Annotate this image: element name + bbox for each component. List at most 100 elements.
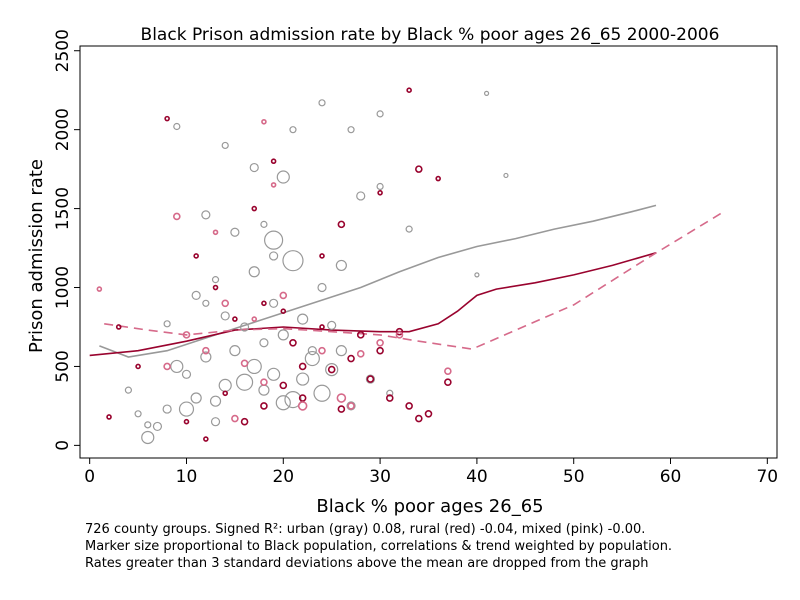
scatter-point-urban xyxy=(317,282,327,293)
scatter-point-rural xyxy=(366,375,375,383)
scatter-point-rural xyxy=(115,324,122,330)
trend-line-urban xyxy=(99,204,657,358)
scatter-point-mixed xyxy=(347,402,355,410)
scatter-point-mixed xyxy=(270,182,277,188)
x-tick-label: 10 xyxy=(176,467,198,487)
scatter-point-mixed xyxy=(376,338,384,347)
scatter-point-rural xyxy=(270,158,277,165)
scatter-point-urban xyxy=(296,372,310,386)
scatter-point-rural xyxy=(327,365,336,374)
scatter-point-urban xyxy=(229,345,241,357)
scatter-point-urban xyxy=(249,162,259,173)
scatter-point-urban xyxy=(275,395,291,411)
scatter-point-rural xyxy=(232,316,238,322)
scatter-point-urban xyxy=(230,227,240,237)
scatter-point-mixed xyxy=(261,118,267,125)
scatter-point-mixed xyxy=(182,331,191,339)
scatter-point-urban xyxy=(313,384,331,402)
scatter-point-urban xyxy=(376,182,384,191)
scatter-point-urban xyxy=(259,338,269,348)
y-tick-label: 1500 xyxy=(53,187,73,230)
y-axis: 0 500 1000 1500 2000 2500 xyxy=(53,29,80,451)
scatter-point-urban xyxy=(209,395,222,407)
scatter-point-urban xyxy=(191,290,201,301)
scatter-point-mixed xyxy=(251,316,258,322)
scatter-point-urban xyxy=(141,430,155,445)
scatter-point-rural xyxy=(164,115,170,122)
scatter-point-rural xyxy=(222,390,229,397)
scatter-point-rural xyxy=(376,346,384,355)
y-tick-label: 500 xyxy=(53,350,73,382)
scatter-point-urban xyxy=(210,417,221,427)
scatter-point-urban xyxy=(246,358,262,375)
scatter-point-urban xyxy=(327,320,337,331)
scatter-point-urban xyxy=(289,126,297,134)
scatter-point-rural xyxy=(298,362,307,371)
chart-title: Black Prison admission rate by Black % p… xyxy=(141,25,720,45)
scatter-point-rural xyxy=(406,87,412,93)
scatter-point-rural xyxy=(444,378,452,387)
footnote-line: Marker size proportional to Black popula… xyxy=(85,539,673,554)
scatter-point-rural xyxy=(279,381,288,390)
y-axis-label: Prison admission rate xyxy=(26,159,47,353)
scatter-point-urban xyxy=(258,384,270,396)
scatter-point-rural xyxy=(435,175,441,182)
scatter-points xyxy=(96,87,509,445)
trend-lines xyxy=(89,204,725,358)
scatter-point-rural xyxy=(337,220,346,229)
scatter-point-urban xyxy=(181,369,192,379)
scatter-point-rural xyxy=(240,417,249,426)
scatter-point-urban xyxy=(284,390,302,409)
scatter-point-urban xyxy=(235,373,254,391)
scatter-point-mixed xyxy=(395,331,404,339)
scatter-point-urban xyxy=(134,410,142,418)
scatter-point-urban xyxy=(260,220,268,228)
x-tick-label: 0 xyxy=(84,467,95,487)
y-tick-label: 2000 xyxy=(53,108,73,151)
scatter-point-rural xyxy=(377,190,383,196)
scatter-point-urban xyxy=(124,386,133,394)
scatter-point-mixed xyxy=(444,367,452,375)
scatter-point-rural xyxy=(135,363,141,370)
scatter-point-mixed xyxy=(356,350,365,358)
scatter-point-urban xyxy=(267,367,281,381)
scatter-point-urban xyxy=(346,401,356,411)
scatter-point-mixed xyxy=(297,401,308,411)
scatter-point-urban xyxy=(144,421,152,429)
scatter-point-urban xyxy=(318,99,326,107)
scatter-point-mixed xyxy=(202,346,210,355)
scatter-point-mixed xyxy=(240,359,249,368)
scatter-point-rural xyxy=(280,308,287,314)
scatter-point-urban xyxy=(277,329,289,341)
scatter-point-rural xyxy=(203,436,209,442)
scatter-point-urban xyxy=(376,110,384,118)
x-tick-label: 70 xyxy=(756,467,778,487)
scatter-point-urban xyxy=(356,191,366,201)
scatter-point-mixed xyxy=(212,229,219,236)
scatter-point-urban xyxy=(190,392,202,404)
scatter-point-mixed xyxy=(163,362,171,371)
scatter-point-rural xyxy=(395,327,404,336)
scatter-point-urban xyxy=(365,374,376,384)
x-tick-label: 40 xyxy=(466,467,488,487)
footnote-line: Rates greater than 3 standard deviations… xyxy=(85,556,649,571)
scatter-point-mixed xyxy=(221,299,230,308)
scatter-point-urban xyxy=(220,311,230,321)
scatter-point-urban xyxy=(152,421,163,432)
scatter-point-rural xyxy=(261,300,267,307)
x-tick-label: 30 xyxy=(369,467,391,487)
scatter-point-urban xyxy=(297,313,309,325)
scatter-point-urban xyxy=(269,298,279,308)
y-tick-label: 0 xyxy=(53,440,73,451)
x-tick-label: 60 xyxy=(660,467,682,487)
scatter-point-rural xyxy=(405,402,413,410)
scatter-point-urban xyxy=(163,320,171,328)
scatter-point-urban xyxy=(405,225,413,233)
scatter-point-urban xyxy=(239,322,250,332)
scatter-point-rural xyxy=(251,205,258,212)
scatter-point-urban xyxy=(162,404,172,414)
scatter-point-mixed xyxy=(318,346,326,355)
scatter-point-mixed xyxy=(336,393,347,403)
scatter-point-urban xyxy=(269,251,279,261)
scatter-point-rural xyxy=(415,414,423,423)
